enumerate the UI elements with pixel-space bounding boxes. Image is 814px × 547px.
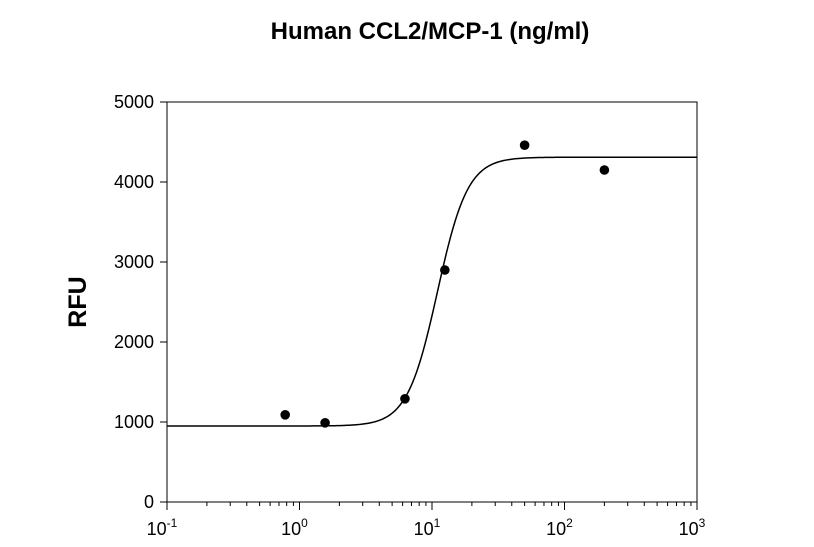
data-point [320, 418, 330, 428]
plot-border [166, 101, 698, 503]
y-tick-label: 0 [144, 492, 154, 512]
x-tick-label: 10-1 [147, 516, 178, 539]
y-tick-label: 4000 [114, 172, 154, 192]
data-point [519, 140, 530, 150]
data-point [440, 265, 450, 275]
plot-frame [166, 101, 698, 503]
y-tick-label: 1000 [114, 412, 154, 432]
data-points [280, 140, 610, 428]
x-axis-ticks: 10-1 100 101 102 103 [147, 502, 706, 539]
y-axis-label: RFU [64, 276, 92, 327]
y-tick-label: 2000 [114, 332, 154, 352]
fit-curve [167, 156, 697, 427]
chart-title: Human CCL2/MCP-1 (ng/ml) [271, 18, 590, 45]
x-tick-label: 103 [679, 516, 706, 539]
x-tick-label: 102 [546, 516, 573, 539]
y-tick-label: 5000 [114, 92, 154, 112]
x-tick-label: 101 [414, 516, 441, 539]
x-tick-label: 100 [281, 516, 308, 539]
y-tick-label: 3000 [114, 252, 154, 272]
data-point [280, 410, 291, 420]
data-point [400, 394, 410, 404]
y-axis-ticks: 0 1000 2000 3000 4000 5000 [114, 92, 167, 512]
data-point [599, 165, 610, 175]
